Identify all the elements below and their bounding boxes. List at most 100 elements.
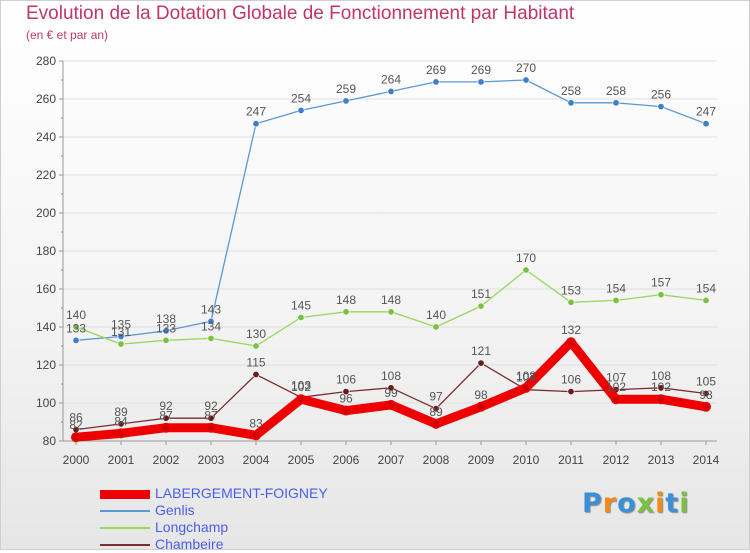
chart-title: Evolution de la Dotation Globale de Fonc… [26, 3, 575, 24]
data-label: 108 [651, 369, 671, 383]
data-label: 102 [651, 380, 671, 394]
data-label: 148 [336, 293, 356, 307]
x-tick-label: 2005 [288, 453, 315, 467]
data-point [656, 394, 666, 405]
data-label: 154 [606, 281, 626, 295]
data-label: 106 [336, 373, 356, 387]
data-label: 157 [651, 276, 671, 290]
data-point [702, 120, 710, 128]
data-point [477, 359, 485, 367]
data-point [117, 420, 125, 428]
data-label: 99 [384, 386, 398, 400]
data-label: 105 [696, 375, 716, 389]
data-label: 258 [561, 84, 581, 98]
data-label: 89 [114, 405, 128, 419]
proxiti-logo: Proxiti [582, 488, 690, 519]
x-tick-label: 2007 [378, 453, 405, 467]
data-label: 131 [111, 325, 131, 339]
data-point [522, 266, 530, 274]
data-point [702, 296, 710, 304]
data-point [342, 388, 350, 396]
data-label: 145 [291, 299, 311, 313]
data-label: 269 [426, 63, 446, 77]
data-point [387, 384, 395, 392]
legend-swatch [100, 489, 150, 499]
data-point [566, 337, 576, 348]
y-tick-label: 140 [36, 320, 56, 334]
legend-label: LABERGEMENT-FOIGNEY [155, 485, 328, 501]
data-point [252, 370, 260, 378]
data-label: 97 [429, 390, 443, 404]
y-tick-label: 260 [36, 92, 56, 106]
y-tick-label: 240 [36, 130, 56, 144]
data-point [657, 291, 665, 299]
data-point [612, 296, 620, 304]
data-point [251, 430, 261, 441]
data-point [252, 120, 260, 128]
x-tick-label: 2004 [243, 453, 270, 467]
data-label: 92 [159, 399, 173, 413]
data-point [521, 382, 531, 393]
data-label: 98 [474, 388, 488, 402]
data-label: 140 [426, 308, 446, 322]
data-point [297, 313, 305, 321]
data-point [522, 76, 530, 84]
data-label: 103 [291, 378, 311, 392]
data-point [117, 332, 125, 340]
data-point [162, 327, 170, 335]
data-point [477, 78, 485, 86]
legend-label: Longchamp [155, 519, 229, 535]
x-tick-label: 2002 [153, 453, 180, 467]
data-label: 130 [246, 327, 266, 341]
data-point [611, 394, 621, 405]
data-label: 83 [249, 416, 263, 430]
data-point [206, 422, 216, 433]
data-label: 140 [66, 308, 86, 322]
data-label: 138 [156, 312, 176, 326]
data-label: 269 [471, 63, 491, 77]
x-tick-label: 2000 [63, 453, 90, 467]
data-point [341, 405, 351, 416]
y-tick-label: 160 [36, 282, 56, 296]
x-tick-label: 2010 [513, 453, 540, 467]
data-label: 107 [606, 371, 626, 385]
data-label: 133 [156, 321, 176, 335]
data-point [161, 422, 171, 433]
data-label: 154 [696, 281, 716, 295]
x-tick-label: 2006 [333, 453, 360, 467]
data-point [296, 394, 306, 405]
data-point [207, 334, 215, 342]
data-point [162, 414, 170, 422]
x-tick-label: 2011 [558, 453, 584, 467]
data-point [432, 78, 440, 86]
data-label: 148 [381, 293, 401, 307]
legend-label: Chambeire [155, 536, 224, 552]
data-label: 84 [114, 414, 128, 428]
data-label: 133 [66, 321, 86, 335]
data-label: 92 [204, 399, 218, 413]
legend-swatch [100, 527, 150, 529]
y-tick-label: 200 [36, 206, 56, 220]
legend-label: Genlis [155, 502, 195, 518]
data-point [387, 308, 395, 316]
data-point [431, 418, 441, 429]
data-point [612, 99, 620, 107]
data-point [567, 388, 575, 396]
data-label: 264 [381, 72, 401, 86]
y-tick-label: 80 [43, 434, 57, 448]
data-label: 270 [516, 61, 536, 75]
data-label: 135 [111, 318, 131, 332]
data-label: 247 [696, 105, 716, 119]
data-point [476, 401, 486, 412]
chart-subtitle: (en € et par an) [26, 28, 109, 42]
data-label: 143 [201, 302, 221, 316]
data-point [386, 399, 396, 410]
data-point [207, 414, 215, 422]
data-point [162, 336, 170, 344]
data-label: 151 [471, 287, 491, 301]
data-point [116, 428, 126, 439]
y-tick-label: 220 [36, 168, 56, 182]
data-label: 106 [561, 373, 581, 387]
